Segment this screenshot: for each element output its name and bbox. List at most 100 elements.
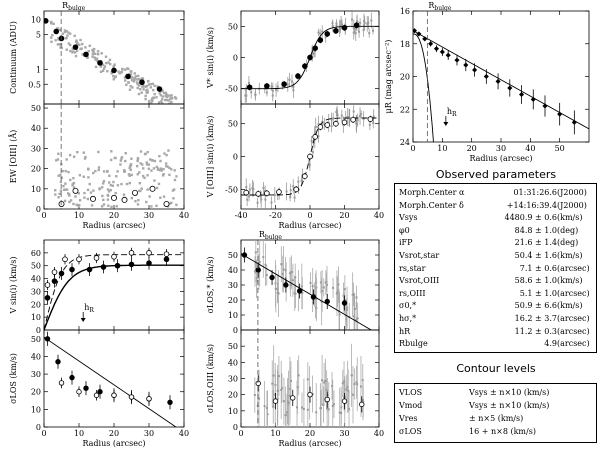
raw-data-point [325,283,328,286]
stellar-rotation-point [100,264,107,270]
raw-data-point [244,94,247,97]
raw-data-point [173,169,176,172]
y-tick-label: 18 [400,40,410,49]
raw-data-point [145,163,149,166]
raw-data-point [356,383,359,386]
raw-data-point [335,292,338,295]
binned-sigma-point [283,282,289,288]
raw-data-point [74,195,77,198]
x-axis-label: Radius (arcsec) [278,221,341,230]
raw-data-point [362,29,365,32]
raw-data-point [356,119,359,122]
raw-data-point [292,89,295,92]
y-tick-label: 50 [228,23,238,32]
surface-brightness-point [445,52,451,58]
raw-data-point [81,53,84,56]
x-tick-label: 0 [238,429,243,438]
param-unit: (km/s) [557,251,583,260]
raw-data-point [65,30,68,33]
stellar-rotation-point [69,266,75,273]
raw-data-point [290,271,293,274]
x-tick-label: 40 [374,429,384,438]
raw-data-point [62,184,65,188]
raw-data-point [164,98,167,102]
raw-data-point [139,150,143,153]
y-axis-label: EW [OIII] (Å) [9,130,18,183]
raw-data-point [286,83,289,86]
binned-voiii-point [350,116,356,123]
param-value: +14:16:39.4 [506,200,557,210]
raw-data-point [354,32,357,35]
raw-data-point [113,63,116,66]
raw-data-point [83,157,87,160]
raw-data-point [320,300,323,303]
raw-data-point [153,84,156,88]
raw-data-point [321,379,324,382]
raw-data-point [352,110,355,113]
panel-frame-sigma_los [43,329,185,428]
param-row: rs,OIII 5.1 ± 1.0 (arcsec) [395,289,596,301]
binned-sigma-oiii-point [307,391,313,398]
raw-data-point [101,194,104,198]
raw-data-point [112,66,115,69]
raw-data-point [160,101,164,104]
binned-ew-point [149,185,156,192]
raw-data-point [165,93,168,96]
raw-data-point [133,76,137,80]
raw-data-point [167,149,170,152]
raw-data-point [145,161,149,164]
raw-data-point [84,155,87,159]
raw-data-point [348,116,351,119]
raw-data-point [155,165,159,169]
raw-data-point [245,186,248,189]
raw-data-point [162,167,165,171]
y-axis-label: μR (mag arcsec⁻²) [384,40,393,114]
contour-value: Vsys ± n×10 (km/s) [469,401,550,410]
raw-data-point [289,272,292,275]
raw-data-point [353,383,356,386]
raw-data-point [67,42,71,45]
raw-data-point [170,107,172,109]
raw-data-point [353,315,356,318]
raw-data-point [351,18,354,21]
raw-data-point [143,152,147,156]
raw-data-point [356,317,359,320]
raw-data-point [264,263,267,266]
raw-data-point [64,37,68,40]
raw-data-point [152,96,155,99]
gas-rotation-point [51,269,58,275]
raw-data-point [124,152,127,155]
raw-data-point [170,100,173,104]
y-tick-label: 30 [228,375,238,384]
x-tick-label: 20 [467,144,477,153]
contour-value: 16 + n×8 (km/s) [469,427,536,436]
raw-data-point [130,78,134,82]
raw-data-point [63,199,67,203]
gas-rotation-point [128,250,135,256]
raw-data-point [139,162,142,165]
raw-data-point [57,196,60,199]
param-unit: (km/s) [557,213,583,223]
x-tick-label: 20 [109,429,119,438]
raw-data-point [153,92,156,96]
raw-data-point [146,188,149,191]
y-tick-label: 30 [31,370,41,379]
raw-data-point [368,32,371,35]
raw-data-point [262,256,265,259]
y-tick-label: 40 [228,266,238,275]
stellar-rotation-point [146,260,152,266]
raw-data-point [285,190,288,193]
param-unit: (arcsec) [557,314,590,323]
raw-data-point [336,114,339,117]
raw-data-point [353,27,356,30]
raw-data-point [254,251,257,254]
gas-sigma-point [93,392,100,398]
surface-brightness-point [557,111,563,117]
x-axis-label: Radius (arcsec) [82,221,145,230]
raw-data-point [78,203,81,207]
gas-rotation-point [62,256,68,263]
raw-data-point [294,276,297,279]
x-axis-label: Radius (arcsec) [278,439,341,448]
raw-data-point [127,67,130,71]
param-value: 21.6 ± 1.4 [514,238,557,248]
